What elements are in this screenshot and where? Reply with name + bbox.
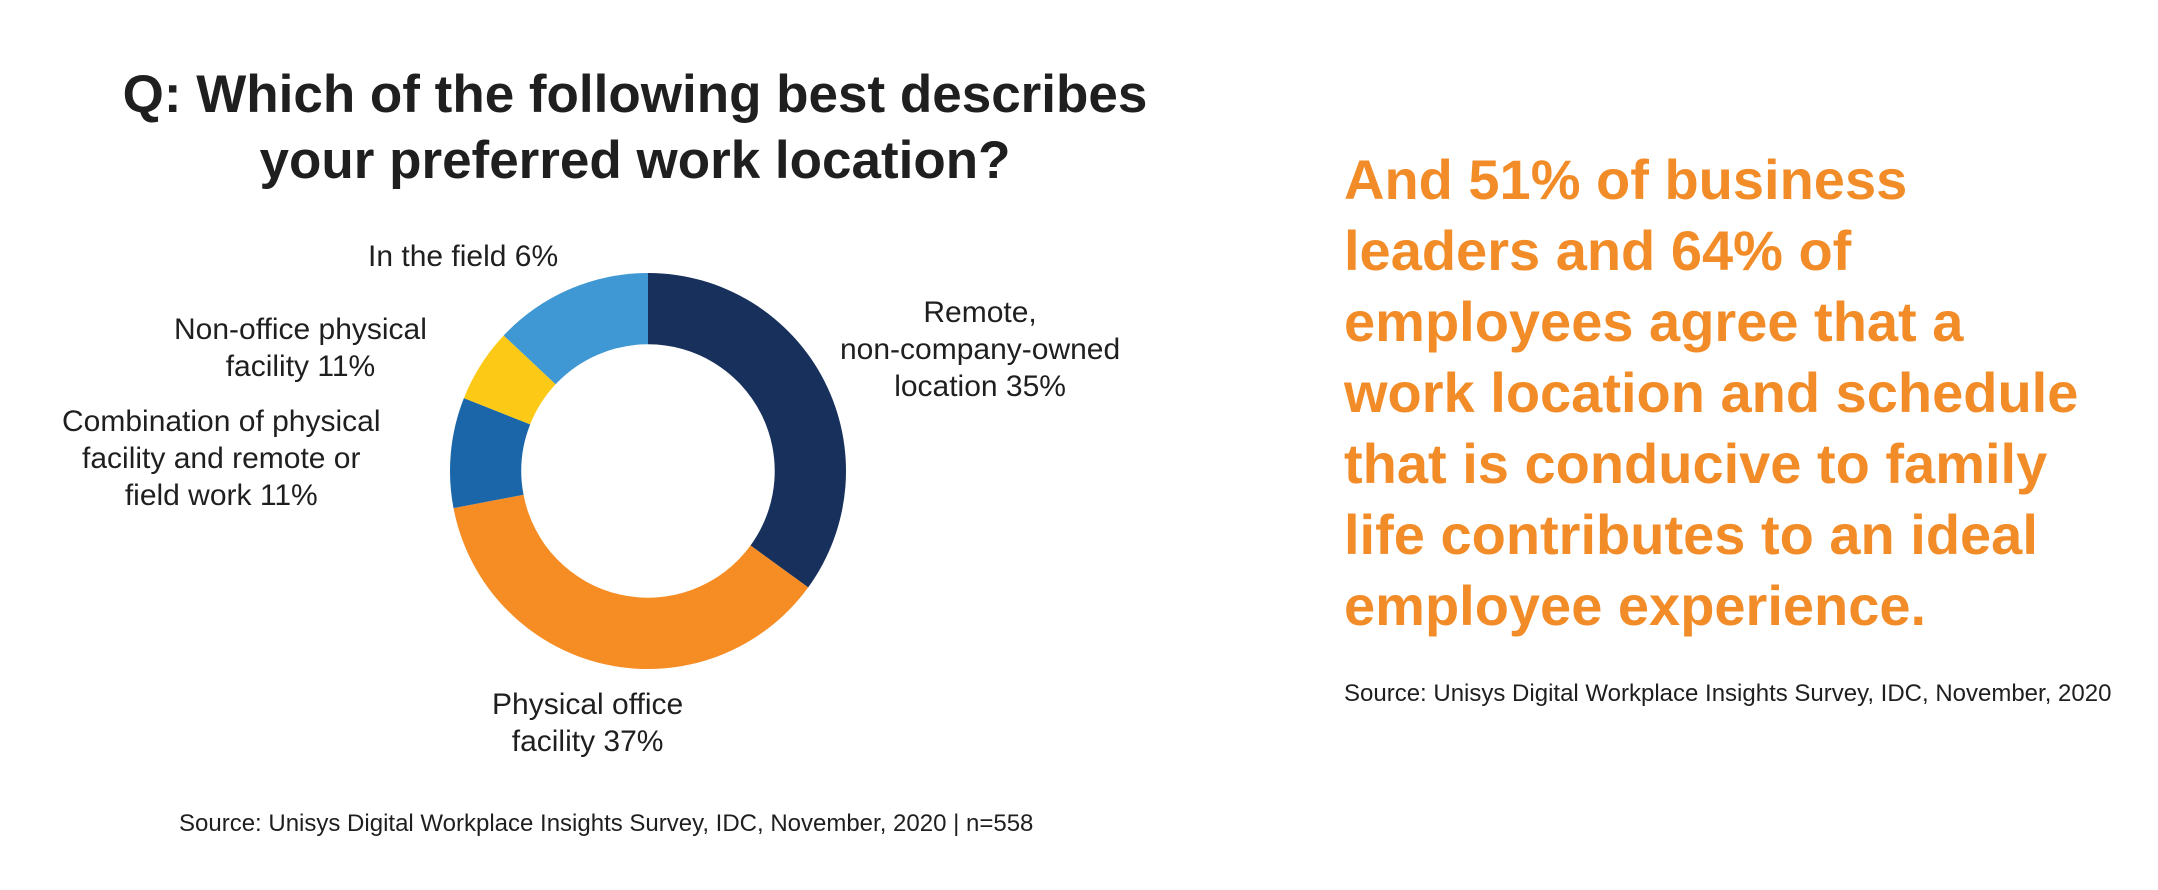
label-field-line-1: In the field 6% — [368, 240, 559, 273]
slice-nonoffice — [463, 335, 556, 425]
label-remote: Remote, non-company-owned location 35% — [840, 294, 1120, 405]
label-combination-line-1: Combination of physical — [62, 405, 381, 438]
callout-text: And 51% of business leaders and 64% of e… — [1344, 144, 2134, 641]
callout-line-1: And 51% of business — [1344, 148, 1908, 211]
chart-title-line-2: your preferred work location? — [259, 131, 1011, 190]
label-combination-line-3: field work 11% — [124, 479, 318, 512]
callout-source: Source: Unisys Digital Workplace Insight… — [1344, 680, 2112, 707]
label-remote-line-3: location 35% — [894, 370, 1066, 403]
callout-line-3: employees agree that a — [1344, 290, 1964, 353]
slice-office — [453, 494, 809, 670]
callout-line-7: employee experience. — [1344, 574, 1927, 637]
donut-chart — [449, 273, 846, 670]
label-nonoffice-line-2: facility 11% — [225, 350, 376, 383]
chart-title: Q: Which of the following best describes… — [40, 62, 1230, 194]
label-office-line-1: Physical office — [492, 688, 684, 721]
label-combination: Combination of physical facility and rem… — [62, 403, 381, 514]
callout-line-5: that is conducive to family — [1344, 432, 2048, 495]
callout-line-2: leaders and 64% of — [1344, 219, 1852, 282]
slice-remote — [648, 273, 846, 588]
label-field: In the field 6% — [368, 238, 558, 275]
label-nonoffice-line-1: Non-office physical — [174, 313, 427, 346]
slice-combination — [449, 398, 531, 509]
callout-line-4: work location and schedule — [1344, 361, 2079, 424]
label-office-line-2: facility 37% — [511, 725, 664, 758]
chart-title-line-1: Q: Which of the following best describes — [122, 65, 1148, 124]
callout-line-6: life contributes to an ideal — [1344, 503, 2038, 566]
label-office: Physical office facility 37% — [492, 686, 683, 760]
chart-source: Source: Unisys Digital Workplace Insight… — [179, 810, 1034, 837]
label-combination-line-2: facility and remote or — [82, 442, 361, 475]
label-nonoffice: Non-office physical facility 11% — [174, 311, 427, 385]
label-remote-line-2: non-company-owned — [840, 333, 1121, 366]
label-remote-line-1: Remote, — [923, 296, 1037, 329]
slice-field — [503, 273, 648, 385]
